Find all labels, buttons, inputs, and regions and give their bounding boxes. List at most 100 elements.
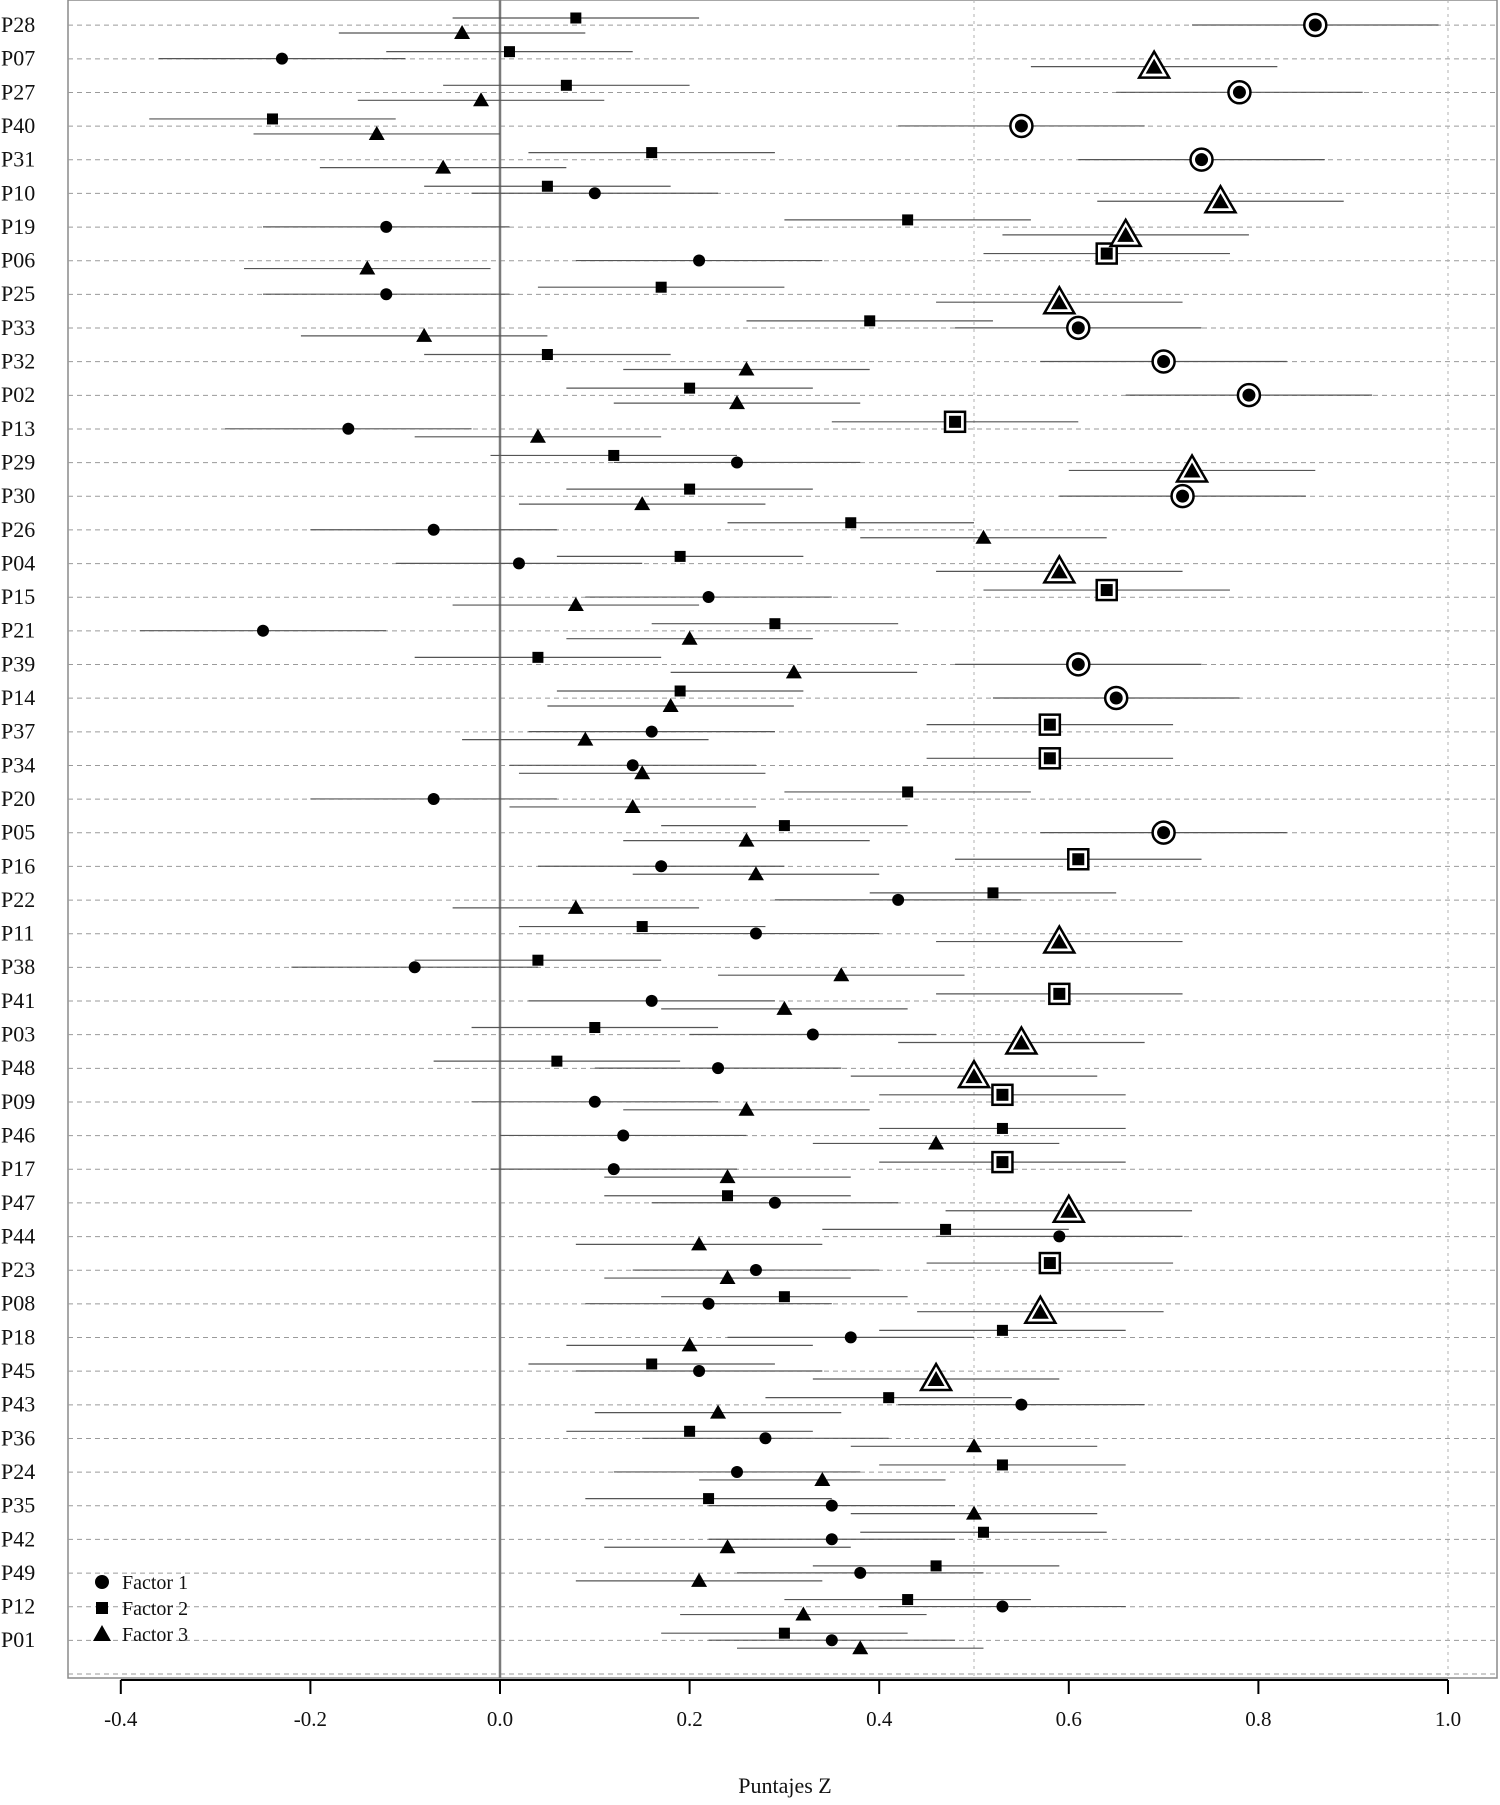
marker-core	[1100, 247, 1113, 260]
participant-label: P36	[1, 1425, 35, 1450]
marker-core	[684, 1425, 696, 1437]
marker-core	[795, 1606, 812, 1621]
marker-core	[702, 1297, 715, 1310]
participant-label: P46	[1, 1122, 35, 1147]
marker-core	[1117, 226, 1135, 242]
marker-core	[617, 1129, 630, 1142]
marker-core	[1053, 987, 1066, 1000]
marker-core	[541, 349, 553, 360]
triangle-marker	[710, 1404, 727, 1419]
circle-marker	[1066, 652, 1091, 677]
circle-marker	[712, 1062, 725, 1075]
triangle-marker	[577, 731, 594, 746]
triangle-marker	[1051, 1193, 1086, 1223]
square-marker	[987, 887, 999, 899]
marker-core	[577, 731, 594, 746]
marker-core	[691, 1572, 708, 1587]
triangle-marker	[719, 1539, 736, 1554]
marker-core	[1176, 489, 1190, 503]
participant-label: P03	[1, 1022, 35, 1047]
square-marker	[902, 1594, 914, 1606]
square-marker	[769, 618, 781, 630]
marker-core	[427, 792, 440, 805]
marker-core	[749, 1264, 762, 1277]
marker-core	[749, 927, 762, 940]
legend-item: Factor 3	[93, 1624, 188, 1646]
triangle-marker	[1108, 217, 1143, 248]
square-marker	[996, 1122, 1008, 1134]
marker-core	[589, 1022, 601, 1033]
triangle-marker	[473, 92, 490, 107]
circle-marker	[342, 422, 355, 435]
marker-core	[1100, 584, 1113, 597]
circle-marker	[512, 557, 525, 570]
square-marker	[902, 786, 914, 798]
square-marker	[684, 1425, 696, 1437]
triangle-marker	[634, 496, 651, 511]
marker-core	[560, 79, 572, 91]
triangle-marker	[1136, 49, 1172, 79]
circle-marker	[1053, 1230, 1066, 1243]
triangle-marker	[634, 765, 651, 780]
legend-label: Factor 1	[122, 1572, 188, 1594]
participant-label: P01	[1, 1627, 35, 1652]
legend-label: Factor 2	[122, 1598, 188, 1620]
triangle-marker	[454, 25, 471, 39]
marker-core	[416, 327, 433, 342]
marker-core	[645, 725, 658, 738]
marker-core	[806, 1028, 819, 1041]
triangle-marker	[719, 1169, 736, 1184]
marker-core	[703, 1493, 715, 1505]
marker-core	[1071, 321, 1085, 335]
square-marker	[503, 46, 515, 58]
legend-item: Factor 2	[96, 1598, 188, 1620]
square-marker	[655, 281, 667, 293]
marker-core	[825, 1634, 838, 1647]
marker-core	[570, 12, 582, 24]
square-marker	[996, 1324, 1008, 1336]
marker-core	[567, 899, 584, 914]
marker-core	[719, 1539, 736, 1554]
square-marker	[646, 1358, 658, 1370]
marker-core	[996, 1088, 1009, 1101]
marker-core	[1060, 1202, 1078, 1218]
triangle-marker	[1004, 1024, 1039, 1055]
marker-core	[681, 1337, 698, 1352]
square-marker	[608, 449, 620, 461]
marker-core	[845, 517, 857, 529]
participant-label: P43	[1, 1392, 35, 1417]
participant-label: P08	[1, 1291, 35, 1316]
participant-label: P49	[1, 1560, 35, 1585]
grid-layer	[67, 0, 1498, 1679]
marker-core	[1157, 826, 1171, 840]
marker-core	[776, 1000, 793, 1015]
participant-label: P42	[1, 1526, 35, 1551]
marker-core	[1071, 657, 1085, 671]
participant-label: P35	[1, 1493, 35, 1518]
circle-marker	[731, 456, 743, 469]
circle-marker	[427, 523, 440, 536]
participant-label: P05	[1, 820, 35, 845]
marker-core	[684, 483, 696, 495]
triangle-marker	[1023, 1294, 1058, 1324]
marker-core	[778, 1627, 790, 1639]
square-marker	[266, 113, 278, 125]
square-marker	[940, 1223, 952, 1235]
triangle-marker	[747, 866, 764, 881]
participant-label: P07	[1, 46, 35, 71]
marker-core	[729, 395, 745, 410]
participant-label: P31	[1, 147, 35, 172]
participant-label: P09	[1, 1089, 35, 1114]
marker-core	[529, 428, 546, 443]
marker-core	[996, 1122, 1008, 1134]
triangle-marker	[729, 395, 745, 410]
marker-core	[1109, 691, 1123, 705]
circle-marker	[825, 1499, 838, 1512]
marker-core	[532, 954, 544, 966]
circle-marker	[702, 1297, 715, 1310]
square-marker	[541, 180, 553, 192]
triangle-marker	[691, 1572, 708, 1587]
square-marker	[636, 921, 648, 933]
participant-label: P14	[1, 685, 35, 710]
